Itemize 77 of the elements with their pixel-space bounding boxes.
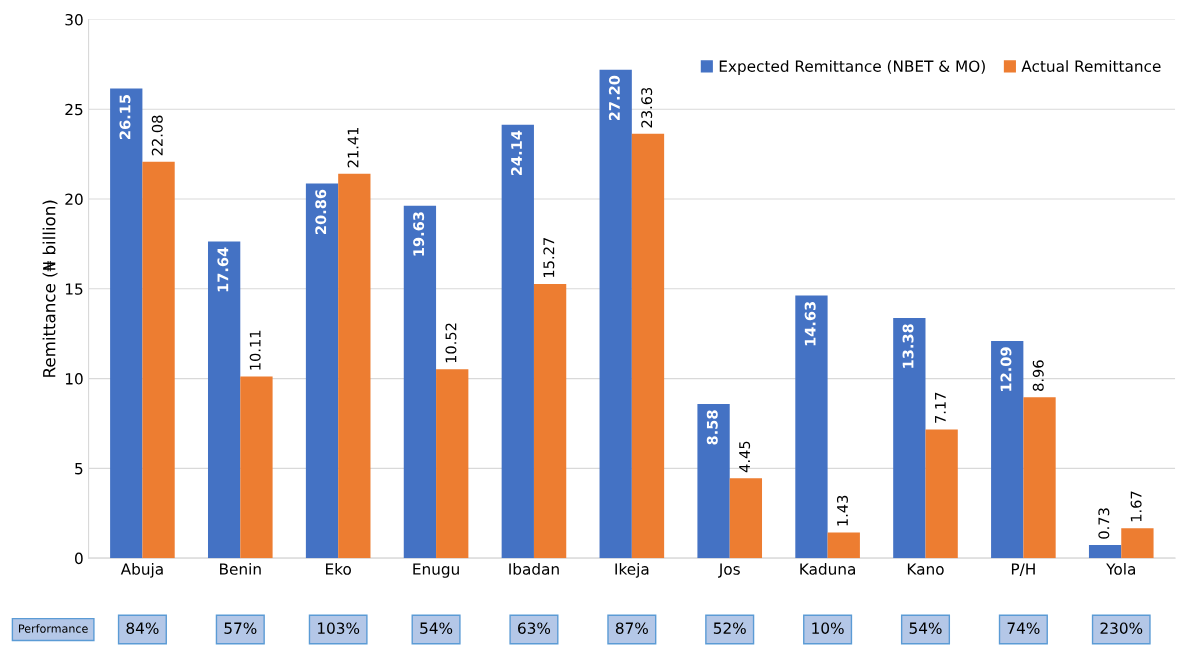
data-label: 27.20 — [608, 75, 620, 121]
data-label: 10.52 — [445, 323, 457, 363]
y-tick-label: 20 — [65, 193, 83, 206]
data-label: 1.43 — [836, 495, 848, 526]
data-label: 20.86 — [315, 189, 327, 234]
bar — [795, 295, 828, 559]
y-tick-label: 0 — [75, 552, 83, 565]
data-label: 8.96 — [1032, 360, 1044, 391]
data-label: 12.09 — [1000, 347, 1012, 391]
text: 74% — [1007, 622, 1040, 634]
text: 52% — [713, 622, 746, 634]
legend-label: Actual Remittance — [1021, 60, 1161, 72]
x-tick-label: Kano — [907, 563, 944, 575]
text: 63% — [518, 622, 551, 634]
bar — [1121, 528, 1154, 559]
text: 103% — [318, 622, 360, 634]
text: 84% — [126, 622, 159, 634]
data-label: 19.63 — [413, 212, 425, 256]
bar — [1088, 545, 1122, 559]
data-label: 22.08 — [151, 115, 163, 156]
x-tick-label: Ikeja — [615, 563, 649, 578]
bar — [533, 283, 567, 559]
x-tick-label: P/H — [1011, 563, 1035, 577]
text: 230% — [1100, 622, 1143, 634]
bar — [991, 341, 1024, 559]
y-tick-label: 30 — [65, 13, 83, 26]
text: Performance — [19, 624, 88, 633]
bar — [110, 88, 143, 559]
bar — [925, 429, 958, 559]
data-label: 26.15 — [119, 95, 131, 139]
bar — [436, 369, 469, 559]
x-tick-label: Eko — [326, 563, 351, 575]
text: 54% — [420, 622, 453, 634]
y-tick-label: 5 — [75, 463, 83, 475]
bar — [893, 317, 926, 559]
bar — [240, 376, 273, 559]
bar — [403, 205, 437, 559]
data-label: 4.45 — [739, 441, 751, 473]
data-label: 24.14 — [511, 130, 522, 176]
data-label: 21.41 — [347, 127, 359, 168]
bar — [631, 133, 665, 559]
data-label: 23.63 — [641, 87, 653, 128]
data-label: 13.38 — [902, 324, 914, 368]
bar — [1023, 397, 1056, 559]
bar — [305, 183, 339, 559]
data-label: 14.63 — [804, 301, 816, 346]
x-tick-label: Benin — [220, 563, 261, 575]
bar — [207, 241, 241, 559]
y-tick-label: 15 — [65, 283, 83, 295]
y-axis-title: Remittance (₦ billion) — [42, 200, 58, 377]
x-tick-label: Jos — [718, 563, 740, 578]
x-tick-label: Ibadan — [509, 563, 559, 575]
x-tick-label: Enugu — [413, 563, 459, 578]
legend-label: Expected Remittance (NBET & MO) — [719, 60, 985, 75]
data-label: 0.73 — [1098, 508, 1110, 539]
data-label: 1.67 — [1130, 491, 1142, 522]
x-tick-label: Kaduna — [800, 563, 855, 575]
y-tick-label: 10 — [65, 373, 83, 385]
bar — [729, 478, 763, 559]
bar — [697, 404, 730, 559]
bar — [142, 161, 175, 559]
data-label: 7.17 — [935, 392, 946, 423]
data-label: 8.58 — [706, 410, 718, 445]
data-label: 17.64 — [217, 247, 229, 292]
bar — [501, 124, 534, 559]
x-tick-label: Yola — [1106, 563, 1135, 575]
data-label: 15.27 — [543, 238, 555, 277]
text: 57% — [224, 622, 257, 634]
bar — [599, 69, 632, 559]
data-label: 10.11 — [249, 330, 261, 370]
bar — [827, 532, 860, 559]
bar — [338, 173, 371, 559]
x-tick-label: Abuja — [120, 563, 163, 578]
text: 10% — [812, 622, 844, 634]
text: 54% — [909, 622, 942, 634]
text: 87% — [615, 622, 648, 634]
y-tick-label: 25 — [65, 103, 83, 116]
